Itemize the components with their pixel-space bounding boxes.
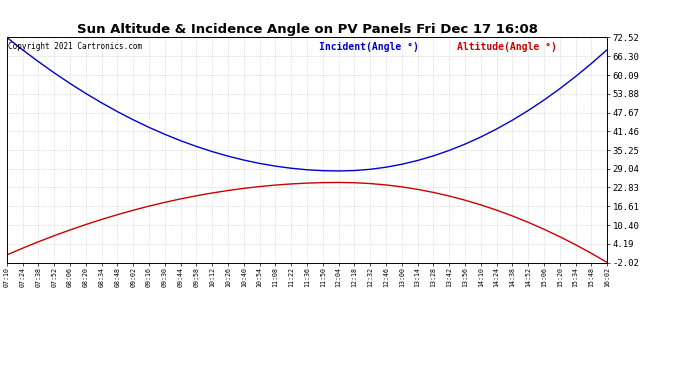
- Title: Sun Altitude & Incidence Angle on PV Panels Fri Dec 17 16:08: Sun Altitude & Incidence Angle on PV Pan…: [77, 23, 538, 36]
- Text: Copyright 2021 Cartronics.com: Copyright 2021 Cartronics.com: [8, 42, 142, 51]
- Text: Altitude(Angle °): Altitude(Angle °): [457, 42, 557, 52]
- Text: Incident(Angle °): Incident(Angle °): [319, 42, 419, 52]
